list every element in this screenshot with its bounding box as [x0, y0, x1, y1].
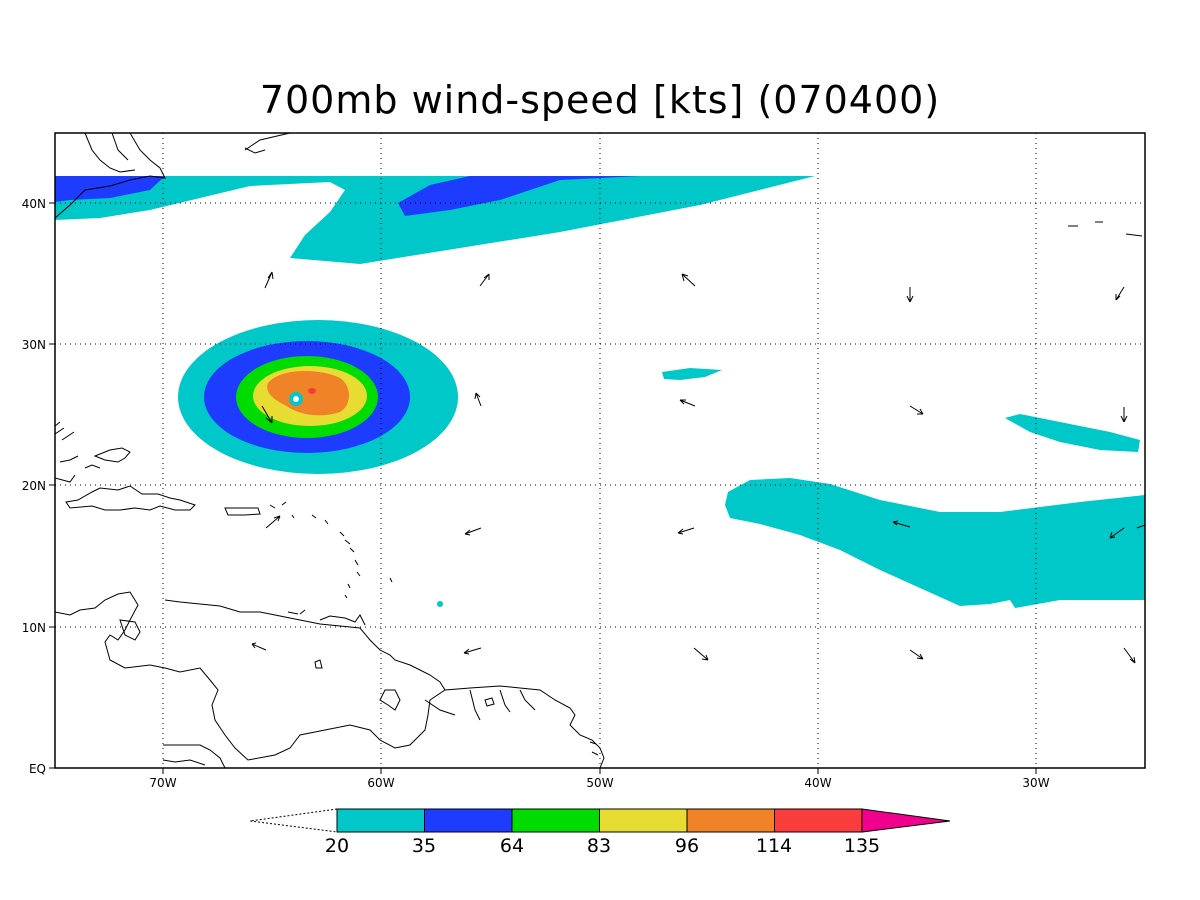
y-tick-label: EQ [29, 762, 46, 776]
x-tick-label: 60W [367, 776, 394, 790]
coastlines [55, 133, 1143, 768]
wind-contour-north-blue-west [55, 176, 165, 202]
x-tick-label: 50W [586, 776, 613, 790]
colorbar-swatches [336, 808, 863, 833]
colorbar-high-triangle [861, 808, 951, 833]
map-title: 700mb wind-speed [kts] (070400) [259, 78, 941, 122]
x-axis-labels: 70W 60W 50W 40W 30W [149, 776, 1049, 790]
colorbar-swatch [686, 808, 775, 833]
colorbar-swatch [511, 808, 600, 833]
wind-contour-patch-central [662, 368, 722, 380]
colorbar-swatch [336, 808, 425, 833]
colorbar: 20 35 64 83 96 114 135 [249, 808, 951, 857]
axis-tick-marks [49, 202, 1037, 774]
map-gridlines [55, 133, 1145, 768]
colorbar-label: 135 [844, 835, 880, 857]
y-tick-label: 30N [22, 338, 46, 352]
y-tick-label: 40N [22, 197, 46, 211]
colorbar-swatch [599, 808, 688, 833]
colorbar-swatch [424, 808, 513, 833]
wind-vectors [251, 271, 1145, 664]
y-tick-label: 10N [22, 621, 46, 635]
wind-contour-north-band [55, 176, 815, 264]
colorbar-label: 114 [756, 835, 792, 857]
hurricane-ring-96 [267, 371, 349, 416]
hurricane-ring-114 [308, 388, 316, 394]
map-plot-area [55, 133, 1145, 768]
wind-contour-north-blue-east [398, 176, 640, 216]
x-tick-label: 40W [804, 776, 831, 790]
hurricane-eye-center [293, 396, 299, 402]
colorbar-swatch [774, 808, 863, 833]
wind-contour-east-band [725, 478, 1145, 608]
y-axis-labels: 40N 30N 20N 10N EQ [22, 197, 46, 776]
x-tick-label: 70W [149, 776, 176, 790]
colorbar-label: 64 [500, 835, 524, 857]
wind-contour-patch-east-north [1005, 414, 1140, 452]
colorbar-label: 96 [675, 835, 699, 857]
colorbar-label: 83 [587, 835, 611, 857]
colorbar-label: 20 [325, 835, 349, 857]
y-tick-label: 20N [22, 479, 46, 493]
x-tick-label: 30W [1022, 776, 1049, 790]
wind-contour-tiny-patch [437, 601, 443, 607]
colorbar-label: 35 [412, 835, 436, 857]
colorbar-low-triangle [249, 808, 338, 833]
